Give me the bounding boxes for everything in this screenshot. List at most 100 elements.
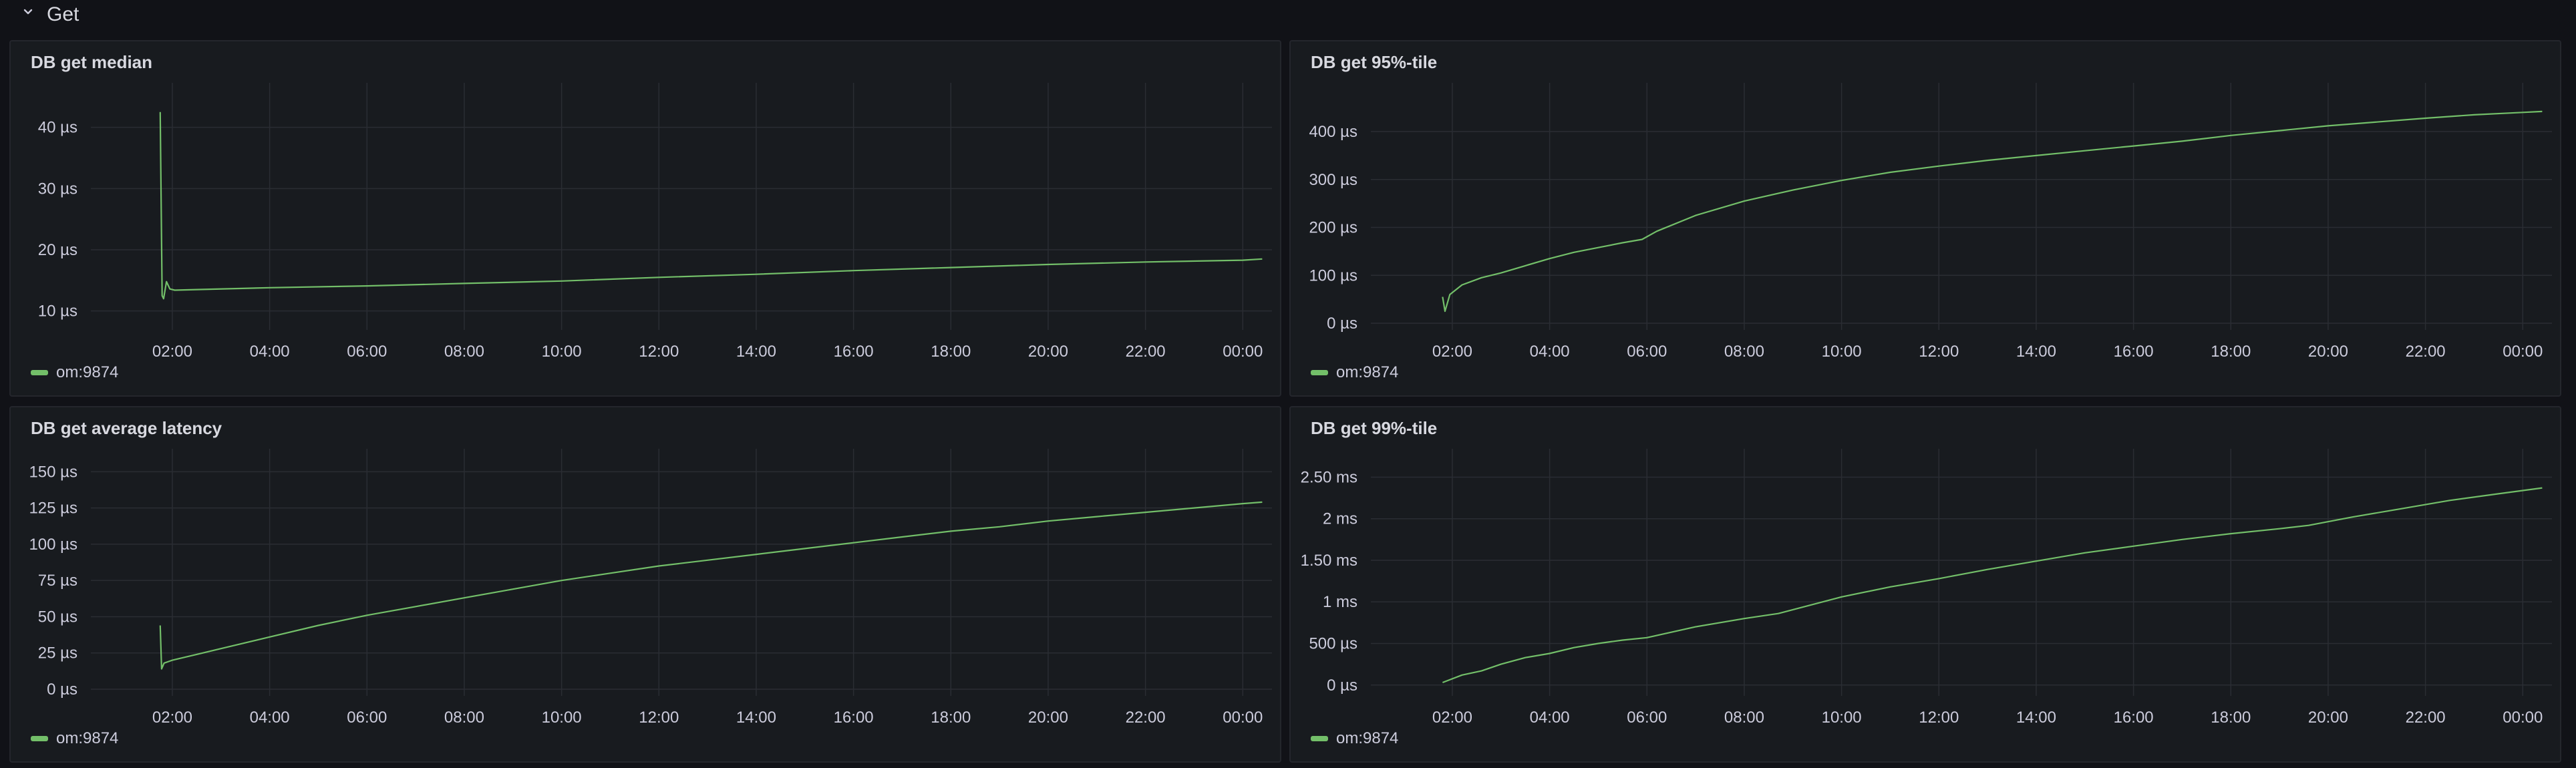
line-chart[interactable]: 02:00 04:00 06:00 08:00 10:00 12:00 14:00 16:00…	[1291, 41, 2563, 398]
y-tick-label: 2 ms	[1323, 510, 1357, 528]
x-tick-label: 02:00	[152, 709, 192, 727]
x-tick-label: 20:00	[1028, 709, 1068, 727]
series-line[interactable]	[1442, 487, 2543, 684]
y-tick-label: 200 µs	[1309, 219, 1357, 237]
legend-color-swatch	[1311, 370, 1328, 375]
x-tick-label: 16:00	[2114, 343, 2154, 361]
x-tick-label: 12:00	[1919, 709, 1959, 727]
y-tick-label: 125 µs	[29, 500, 77, 518]
legend-label: om:9874	[56, 363, 119, 381]
y-tick-label: 0 µs	[47, 681, 77, 699]
y-tick-label: 100 µs	[1309, 266, 1357, 284]
x-tick-label: 16:00	[834, 343, 874, 361]
y-tick-label: 1.50 ms	[1301, 552, 1357, 570]
panel-title: DB get 99%-tile	[1311, 418, 1438, 438]
x-tick-label: 08:00	[1724, 709, 1764, 727]
x-tick-label: 18:00	[931, 709, 971, 727]
y-tick-label: 2.50 ms	[1301, 468, 1357, 486]
panel-db-get-average-latency[interactable]: DB get average latency 02:00 04:00 06:00 08…	[9, 406, 1281, 763]
x-tick-label: 02:00	[1432, 343, 1472, 361]
x-tick-label: 06:00	[347, 343, 387, 361]
legend-color-swatch	[1311, 736, 1328, 741]
legend-label: om:9874	[56, 729, 119, 747]
panel-db-get-median[interactable]: DB get median 02:00 04:00 06:00 08:00 10:00 1…	[9, 40, 1281, 397]
x-tick-label: 14:00	[736, 709, 776, 727]
y-tick-label: 400 µs	[1309, 123, 1357, 141]
y-tick-label: 40 µs	[38, 119, 77, 137]
x-tick-label: 22:00	[2406, 709, 2446, 727]
x-tick-label: 08:00	[444, 709, 484, 727]
row-header-get[interactable]: Get	[0, 0, 2576, 39]
x-tick-label: 02:00	[1432, 709, 1472, 727]
x-tick-label: 16:00	[834, 709, 874, 727]
panel-db-get-95-tile[interactable]: DB get 95%-tile 02:00 04:00 06:00 08:00 10:0…	[1289, 40, 2561, 397]
x-tick-label: 20:00	[1028, 343, 1068, 361]
panel-db-get-99-tile[interactable]: DB get 99%-tile 02:00 04:00 06:00 08:00 10:0…	[1289, 406, 2561, 763]
y-tick-label: 0 µs	[1327, 677, 1357, 695]
x-tick-label: 00:00	[2503, 343, 2543, 361]
y-tick-label: 500 µs	[1309, 635, 1357, 653]
panel-title: DB get 95%-tile	[1311, 52, 1438, 72]
y-tick-label: 300 µs	[1309, 171, 1357, 189]
series-line[interactable]	[1442, 110, 2543, 313]
x-tick-label: 14:00	[736, 343, 776, 361]
x-tick-label: 08:00	[1724, 343, 1764, 361]
x-tick-label: 04:00	[250, 709, 290, 727]
x-tick-label: 02:00	[152, 343, 192, 361]
x-tick-label: 20:00	[2308, 343, 2348, 361]
y-tick-label: 1 ms	[1323, 593, 1357, 611]
x-tick-label: 18:00	[2211, 709, 2251, 727]
legend-item[interactable]: om:9874	[31, 363, 118, 382]
x-tick-label: 10:00	[542, 709, 582, 727]
series-line[interactable]	[159, 112, 1263, 300]
x-tick-label: 04:00	[1530, 343, 1570, 361]
x-tick-label: 12:00	[639, 709, 679, 727]
x-tick-label: 10:00	[1822, 343, 1862, 361]
series-line[interactable]	[159, 501, 1263, 670]
x-tick-label: 10:00	[542, 343, 582, 361]
line-chart[interactable]: 02:00 04:00 06:00 08:00 10:00 12:00 14:00 16:00…	[11, 407, 1283, 764]
legend-color-swatch	[31, 736, 48, 741]
panel-title: DB get average latency	[31, 418, 222, 438]
x-tick-label: 00:00	[1223, 343, 1263, 361]
x-tick-label: 14:00	[2016, 343, 2056, 361]
line-chart[interactable]: 02:00 04:00 06:00 08:00 10:00 12:00 14:00 16:00…	[11, 41, 1283, 398]
legend-item[interactable]: om:9874	[1311, 363, 1398, 382]
x-tick-label: 22:00	[1126, 343, 1166, 361]
x-tick-label: 04:00	[250, 343, 290, 361]
legend-item[interactable]: om:9874	[1311, 729, 1398, 748]
y-tick-label: 20 µs	[38, 241, 77, 259]
y-tick-label: 0 µs	[1327, 315, 1357, 333]
x-tick-label: 06:00	[347, 709, 387, 727]
x-tick-label: 06:00	[1627, 343, 1667, 361]
y-tick-label: 50 µs	[38, 608, 77, 626]
y-tick-label: 30 µs	[38, 180, 77, 198]
x-tick-label: 22:00	[2406, 343, 2446, 361]
x-tick-label: 22:00	[1126, 709, 1166, 727]
x-tick-label: 12:00	[639, 343, 679, 361]
y-tick-label: 100 µs	[29, 536, 77, 554]
x-tick-label: 06:00	[1627, 709, 1667, 727]
legend-item[interactable]: om:9874	[31, 729, 118, 748]
x-tick-label: 00:00	[1223, 709, 1263, 727]
x-tick-label: 04:00	[1530, 709, 1570, 727]
line-chart[interactable]: 02:00 04:00 06:00 08:00 10:00 12:00 14:00 16:00…	[1291, 407, 2563, 764]
x-tick-label: 16:00	[2114, 709, 2154, 727]
x-tick-label: 14:00	[2016, 709, 2056, 727]
y-tick-label: 150 µs	[29, 463, 77, 481]
x-tick-label: 10:00	[1822, 709, 1862, 727]
y-tick-label: 25 µs	[38, 644, 77, 662]
x-tick-label: 20:00	[2308, 709, 2348, 727]
x-tick-label: 08:00	[444, 343, 484, 361]
x-tick-label: 12:00	[1919, 343, 1959, 361]
y-tick-label: 10 µs	[38, 303, 77, 321]
x-tick-label: 18:00	[931, 343, 971, 361]
y-tick-label: 75 µs	[38, 572, 77, 590]
legend-color-swatch	[31, 370, 48, 375]
legend-label: om:9874	[1336, 729, 1399, 747]
row-title: Get	[47, 3, 79, 25]
x-tick-label: 18:00	[2211, 343, 2251, 361]
legend-label: om:9874	[1336, 363, 1399, 381]
chevron-down-icon[interactable]	[20, 4, 36, 20]
x-tick-label: 00:00	[2503, 709, 2543, 727]
